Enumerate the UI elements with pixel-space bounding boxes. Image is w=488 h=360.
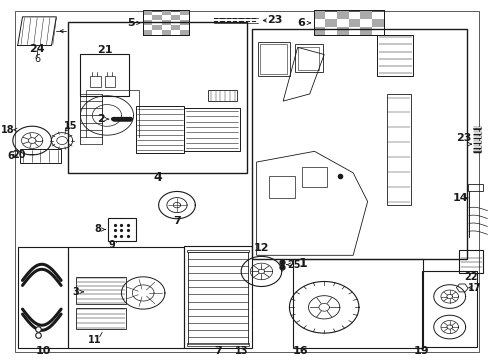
Text: 6: 6	[7, 151, 14, 161]
Text: 21: 21	[97, 45, 112, 55]
Bar	[292, 259, 422, 348]
Bar	[161, 20, 170, 25]
Bar	[336, 27, 348, 35]
Bar	[313, 27, 325, 35]
Bar	[313, 10, 383, 35]
Bar	[184, 246, 251, 348]
Bar	[108, 218, 136, 241]
Text: 5: 5	[127, 18, 135, 28]
Text: 14: 14	[452, 193, 468, 203]
Bar	[184, 108, 239, 151]
Text: 11: 11	[88, 334, 102, 345]
Bar	[348, 18, 360, 27]
Bar	[20, 149, 61, 163]
Text: 3: 3	[72, 287, 79, 297]
Bar	[161, 30, 170, 35]
Bar	[136, 107, 184, 153]
Bar	[152, 25, 161, 30]
Text: 7: 7	[214, 346, 222, 356]
Bar	[313, 10, 383, 35]
Bar	[180, 20, 189, 25]
Text: 13: 13	[235, 346, 248, 356]
Bar	[143, 30, 152, 35]
Text: 8: 8	[95, 225, 102, 234]
Text: 19: 19	[413, 346, 428, 356]
Bar	[180, 10, 189, 15]
Bar	[208, 90, 237, 101]
Bar	[295, 44, 323, 72]
Bar	[467, 184, 483, 192]
Bar	[170, 25, 180, 30]
Text: 20: 20	[12, 150, 26, 160]
Bar	[251, 30, 466, 259]
Bar	[458, 250, 483, 273]
Bar	[68, 247, 184, 348]
Bar	[18, 247, 68, 348]
Bar	[360, 27, 371, 35]
Text: 6: 6	[34, 54, 40, 64]
Bar	[143, 10, 189, 35]
Bar	[298, 46, 319, 70]
Bar	[90, 76, 101, 87]
Bar	[180, 30, 189, 35]
Bar	[104, 76, 115, 87]
Bar	[161, 10, 170, 15]
Text: 25: 25	[287, 260, 301, 270]
Bar	[268, 176, 295, 198]
Bar	[371, 18, 383, 27]
Text: 1: 1	[298, 257, 306, 270]
Text: 2: 2	[97, 114, 105, 124]
Text: 17: 17	[467, 283, 481, 293]
Bar	[260, 44, 286, 74]
Bar	[76, 277, 126, 304]
Bar	[325, 18, 336, 27]
Bar	[313, 10, 325, 18]
Text: 16: 16	[292, 346, 307, 356]
Text: 6: 6	[297, 18, 305, 28]
Bar	[186, 343, 249, 346]
Bar	[421, 271, 476, 347]
Text: 23: 23	[267, 15, 282, 26]
Bar	[336, 10, 348, 18]
Bar	[360, 10, 371, 18]
Text: 23: 23	[456, 133, 471, 143]
Text: 22: 22	[464, 272, 477, 282]
Text: 18: 18	[1, 125, 15, 135]
Bar	[152, 15, 161, 20]
Text: 4: 4	[153, 171, 162, 184]
Bar	[143, 10, 152, 15]
Bar	[377, 35, 413, 76]
Bar	[170, 15, 180, 20]
Text: 10: 10	[36, 346, 51, 356]
Text: 7: 7	[173, 216, 181, 226]
Bar	[68, 22, 246, 173]
Bar	[143, 20, 152, 25]
Text: 12: 12	[253, 243, 268, 253]
Text: 15: 15	[64, 121, 78, 131]
Text: 24: 24	[29, 44, 45, 54]
Bar	[80, 54, 128, 96]
Text: 9: 9	[108, 239, 115, 249]
Bar	[76, 308, 126, 329]
Bar	[257, 42, 290, 76]
Bar	[143, 10, 189, 35]
Bar	[186, 249, 249, 252]
Bar	[302, 167, 326, 187]
